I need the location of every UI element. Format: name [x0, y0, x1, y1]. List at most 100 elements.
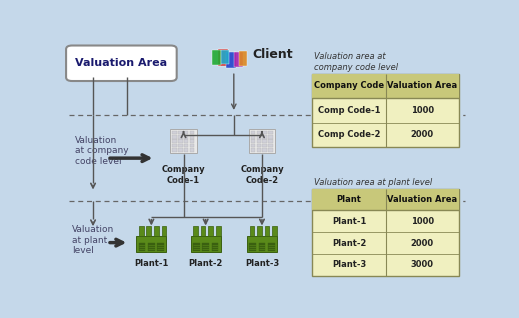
FancyBboxPatch shape [249, 243, 256, 251]
FancyBboxPatch shape [256, 144, 261, 147]
FancyBboxPatch shape [178, 139, 183, 143]
Text: Valuation Area: Valuation Area [75, 58, 168, 68]
FancyBboxPatch shape [212, 50, 221, 65]
Text: 1000: 1000 [411, 217, 434, 226]
Text: 3000: 3000 [411, 260, 434, 269]
Text: Plant-3: Plant-3 [332, 260, 366, 269]
FancyBboxPatch shape [172, 144, 177, 147]
FancyBboxPatch shape [221, 50, 228, 64]
FancyBboxPatch shape [263, 135, 267, 139]
Text: Valuation area at
company code level: Valuation area at company code level [315, 52, 399, 72]
FancyBboxPatch shape [190, 236, 221, 252]
FancyBboxPatch shape [268, 148, 272, 152]
FancyBboxPatch shape [268, 131, 272, 134]
FancyBboxPatch shape [184, 135, 188, 139]
FancyBboxPatch shape [139, 243, 145, 251]
FancyBboxPatch shape [154, 226, 159, 236]
FancyBboxPatch shape [263, 131, 267, 134]
Text: 2000: 2000 [411, 238, 434, 248]
FancyBboxPatch shape [193, 226, 198, 236]
FancyBboxPatch shape [170, 129, 197, 153]
FancyBboxPatch shape [178, 135, 183, 139]
FancyBboxPatch shape [268, 243, 275, 251]
FancyBboxPatch shape [189, 135, 194, 139]
FancyBboxPatch shape [201, 226, 206, 236]
FancyBboxPatch shape [263, 148, 267, 152]
FancyBboxPatch shape [251, 144, 255, 147]
FancyBboxPatch shape [208, 226, 213, 236]
FancyBboxPatch shape [184, 139, 188, 143]
FancyBboxPatch shape [250, 226, 254, 236]
FancyBboxPatch shape [161, 226, 166, 236]
FancyBboxPatch shape [251, 131, 255, 134]
Text: Company Code: Company Code [314, 81, 384, 90]
FancyBboxPatch shape [172, 135, 177, 139]
Text: Company
Code-1: Company Code-1 [162, 165, 206, 185]
Text: Plant-2: Plant-2 [332, 238, 366, 248]
FancyBboxPatch shape [256, 131, 261, 134]
Text: Valuation
at plant
level: Valuation at plant level [72, 225, 114, 255]
FancyBboxPatch shape [136, 236, 167, 252]
Text: Plant-3: Plant-3 [245, 259, 279, 267]
FancyBboxPatch shape [249, 129, 275, 153]
Text: Comp Code-1: Comp Code-1 [318, 106, 380, 115]
FancyBboxPatch shape [312, 74, 459, 98]
Text: Client: Client [252, 48, 293, 60]
FancyBboxPatch shape [172, 139, 177, 143]
FancyBboxPatch shape [268, 135, 272, 139]
FancyBboxPatch shape [268, 144, 272, 147]
Text: Company
Code-2: Company Code-2 [240, 165, 284, 185]
FancyBboxPatch shape [251, 135, 255, 139]
Text: Plant-1: Plant-1 [134, 259, 169, 267]
FancyBboxPatch shape [189, 144, 194, 147]
FancyBboxPatch shape [157, 243, 164, 251]
FancyBboxPatch shape [172, 148, 177, 152]
FancyBboxPatch shape [256, 139, 261, 143]
FancyBboxPatch shape [216, 226, 221, 236]
FancyBboxPatch shape [239, 52, 247, 66]
FancyBboxPatch shape [251, 139, 255, 143]
FancyBboxPatch shape [312, 189, 459, 276]
FancyBboxPatch shape [189, 131, 194, 134]
FancyBboxPatch shape [189, 148, 194, 152]
FancyBboxPatch shape [256, 135, 261, 139]
FancyBboxPatch shape [263, 139, 267, 143]
FancyBboxPatch shape [178, 144, 183, 147]
Text: Plant: Plant [336, 195, 361, 204]
FancyBboxPatch shape [178, 131, 183, 134]
FancyBboxPatch shape [178, 148, 183, 152]
FancyBboxPatch shape [184, 131, 188, 134]
FancyBboxPatch shape [268, 139, 272, 143]
FancyBboxPatch shape [184, 148, 188, 152]
FancyBboxPatch shape [212, 243, 218, 251]
FancyBboxPatch shape [257, 226, 262, 236]
Text: Plant-1: Plant-1 [332, 217, 366, 226]
Text: 2000: 2000 [411, 130, 434, 139]
FancyBboxPatch shape [189, 139, 194, 143]
FancyBboxPatch shape [272, 226, 277, 236]
Text: Comp Code-2: Comp Code-2 [318, 130, 380, 139]
FancyBboxPatch shape [247, 236, 277, 252]
FancyBboxPatch shape [139, 226, 144, 236]
FancyBboxPatch shape [312, 74, 459, 147]
FancyBboxPatch shape [184, 144, 188, 147]
FancyBboxPatch shape [234, 52, 243, 67]
FancyBboxPatch shape [265, 226, 269, 236]
FancyBboxPatch shape [148, 243, 155, 251]
Text: Valuation Area: Valuation Area [387, 195, 457, 204]
FancyBboxPatch shape [66, 45, 176, 81]
FancyBboxPatch shape [146, 226, 151, 236]
FancyBboxPatch shape [202, 243, 209, 251]
Text: 1000: 1000 [411, 106, 434, 115]
Text: Valuation
at company
code level: Valuation at company code level [75, 136, 129, 166]
FancyBboxPatch shape [312, 189, 459, 211]
FancyBboxPatch shape [218, 49, 228, 66]
FancyBboxPatch shape [251, 148, 255, 152]
FancyBboxPatch shape [258, 243, 265, 251]
FancyBboxPatch shape [193, 243, 200, 251]
FancyBboxPatch shape [226, 52, 236, 67]
Text: Valuation Area: Valuation Area [387, 81, 457, 90]
Text: Plant-2: Plant-2 [188, 259, 223, 267]
FancyBboxPatch shape [256, 148, 261, 152]
Text: Valuation area at plant level: Valuation area at plant level [315, 178, 432, 187]
